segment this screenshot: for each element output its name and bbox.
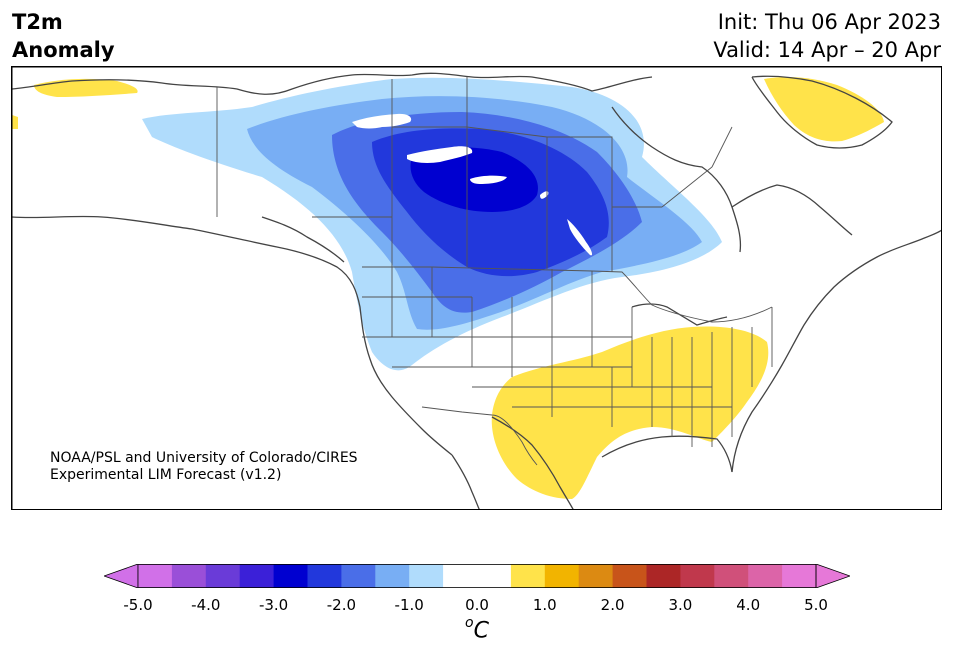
colorbar-segment: [307, 564, 342, 588]
colorbar-segment: [375, 564, 410, 588]
attribution-line-1: NOAA/PSL and University of Colorado/CIRE…: [50, 450, 358, 466]
colorbar-segment: [748, 564, 783, 588]
colorbar-frame: [137, 564, 817, 588]
variable-label: T2m: [12, 10, 63, 34]
unit-letter: C: [473, 618, 489, 644]
great-bear-lake: [352, 113, 412, 129]
warm-anomaly-greenland: [764, 77, 884, 142]
labrador-coast: [731, 184, 853, 236]
colorbar-extend-max: [815, 563, 852, 589]
anomaly-shading: [12, 77, 884, 499]
colorbar-segment: [171, 564, 207, 588]
colorbar-tick-label: 0.0: [465, 596, 489, 614]
canada-province-lines: [312, 77, 733, 272]
colorbar-segment: [409, 564, 444, 588]
colorbar-segment: [138, 564, 173, 588]
hudson-bay-coast: [611, 106, 742, 253]
colorbar-segment: [714, 564, 749, 588]
colorbar-segment: [578, 564, 614, 588]
colorbar-segment: [612, 564, 647, 588]
colorbar-tick-label: -1.0: [394, 596, 424, 614]
colorbar-tick-label: -2.0: [326, 596, 357, 614]
valid-range: Valid: 14 Apr – 20 Apr: [713, 38, 941, 62]
colorbar-segment: [205, 564, 241, 588]
colorbar-tick-label: -5.0: [123, 596, 153, 614]
us-mexico-border: [421, 406, 538, 466]
attribution: NOAA/PSL and University of Colorado/CIRE…: [50, 450, 358, 484]
political-borders: [216, 77, 773, 466]
greenland-coast: [751, 75, 893, 149]
warm-anomaly-alaska: [34, 78, 138, 97]
colorbar-extend-min: [102, 563, 139, 589]
baja-coast: [451, 454, 480, 509]
us-canada-border: [362, 266, 773, 323]
forecast-dates: Init: Thu 06 Apr 2023 Valid: 14 Apr – 20…: [713, 8, 941, 64]
attribution-line-2: Experimental LIM Forecast (v1.2): [50, 467, 282, 483]
anomaly-map: NOAA/PSL and University of Colorado/CIRE…: [11, 66, 942, 510]
colorbar-segment: [680, 564, 715, 588]
reindeer-lake: [540, 191, 549, 199]
colorbar-tick-label: -4.0: [191, 596, 221, 614]
colorbar-tick-label: 2.0: [600, 596, 625, 614]
colorbar-tick-label: 4.0: [736, 596, 761, 614]
colorbar: [102, 563, 852, 589]
colorbar-tick-label: 5.0: [804, 596, 828, 614]
colorbar-segment: [510, 564, 546, 588]
colorbar-segment: [477, 564, 512, 588]
colorbar-tick-label: -3.0: [258, 596, 289, 614]
alaska-panhandle-coast: [261, 216, 345, 263]
warm-anomaly-southern-plains: [491, 326, 769, 499]
great-lakes-outline: [631, 303, 728, 326]
colorbar-segment: [341, 564, 376, 588]
atlantic-coast: [731, 229, 941, 473]
lake-winnipeg: [567, 219, 593, 256]
lakes: [352, 113, 593, 256]
colorbar-tick-label: 1.0: [532, 596, 557, 614]
colorbar-segment: [646, 564, 681, 588]
map-title: T2m Anomaly: [12, 8, 115, 64]
warm-anomaly-yukon-edge: [12, 115, 18, 129]
pacific-coast: [12, 215, 453, 456]
colorbar-graphic: [102, 563, 852, 589]
lake-athabasca: [470, 175, 507, 184]
colorbar-segment: [239, 564, 275, 588]
colorbar-tick-labels: -5.0 -4.0 -3.0 -2.0 -1.0 0.0 1.0 2.0 3.0 4.0 5.0: [0, 596, 953, 616]
great-slave-lake: [407, 146, 473, 163]
colorbar-unit: oC: [465, 615, 489, 644]
quantity-label: Anomaly: [12, 38, 115, 62]
colorbar-segment: [544, 564, 580, 588]
colorbar-segment: [273, 564, 308, 588]
arctic-coast: [12, 72, 653, 95]
colorbar-segment: [782, 564, 817, 588]
map-canvas: [12, 67, 941, 509]
us-state-lines: [362, 267, 773, 447]
init-date: Init: Thu 06 Apr 2023: [717, 10, 941, 34]
colorbar-segment: [443, 564, 478, 588]
unit-degree: o: [465, 615, 474, 631]
colorbar-tick-label: 3.0: [668, 596, 693, 614]
